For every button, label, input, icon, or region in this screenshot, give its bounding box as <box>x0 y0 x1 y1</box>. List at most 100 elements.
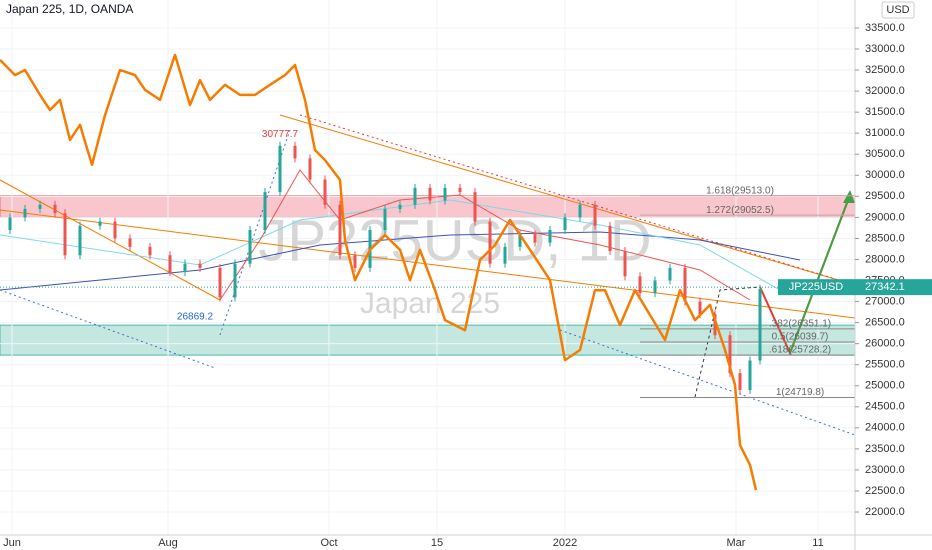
candle-body <box>113 221 117 239</box>
x-tick-label: Jun <box>3 537 21 549</box>
candle-body <box>638 276 642 294</box>
x-tick-label: Oct <box>320 537 337 549</box>
fib-label: 1.618(29513.0) <box>706 185 774 196</box>
candle-body <box>413 187 417 205</box>
channel-line <box>0 179 221 301</box>
candle-body <box>198 263 202 268</box>
candle-body <box>233 263 237 298</box>
x-tick-label: 15 <box>431 537 443 549</box>
y-tick-label: 26500.0 <box>865 317 905 329</box>
candle-body <box>503 246 507 264</box>
y-tick-label: 30500.0 <box>865 148 905 160</box>
price-annotation: 30777.7 <box>262 129 299 140</box>
candle-body <box>38 204 42 209</box>
candle-body <box>63 213 67 256</box>
y-tick-label: 25500.0 <box>865 359 905 371</box>
candle-body <box>248 229 252 264</box>
y-tick-label: 29000.0 <box>865 211 905 223</box>
candle-body <box>548 229 552 243</box>
channel-line <box>0 289 216 369</box>
y-tick-label: 32000.0 <box>865 85 905 97</box>
y-tick-label: 29500.0 <box>865 190 905 202</box>
y-tick-label: 30000.0 <box>865 169 905 181</box>
candle-body <box>8 217 12 230</box>
watermark-subtitle: Japan 225 <box>360 287 500 320</box>
y-tick-label: 27000.0 <box>865 295 905 307</box>
price-axis-bg <box>855 0 932 550</box>
candle-body <box>338 204 342 256</box>
fib-label: 1(24719.8) <box>776 387 824 398</box>
fib-label: 0.5(26039.7) <box>772 332 829 343</box>
y-tick-label: 33500.0 <box>865 22 905 34</box>
candle-body <box>738 373 742 390</box>
currency-box <box>881 1 915 19</box>
candle-body <box>168 255 172 273</box>
overlay-line <box>0 53 758 491</box>
candle-body <box>563 217 567 230</box>
candle-body <box>383 208 387 230</box>
candle-body <box>758 288 762 361</box>
y-tick-label: 22000.0 <box>865 506 905 518</box>
symbol-label: JP225USD <box>789 281 843 293</box>
fib-label: .382(26351.1) <box>769 319 831 330</box>
candle-body <box>748 360 752 390</box>
candle-body <box>398 204 402 209</box>
y-tick-label: 22500.0 <box>865 485 905 497</box>
y-tick-label: 31500.0 <box>865 106 905 118</box>
forecast-up <box>789 194 851 354</box>
candle-body <box>78 225 82 256</box>
candle-body <box>593 204 597 226</box>
zones <box>0 195 856 356</box>
candle-body <box>218 267 222 298</box>
candle-body <box>293 145 297 159</box>
y-tick-label: 32500.0 <box>865 64 905 76</box>
candle-body <box>698 301 702 315</box>
candle-body <box>98 221 102 226</box>
y-tick-label: 28000.0 <box>865 253 905 265</box>
fib-label: .618(25728.2) <box>769 345 831 356</box>
x-tick-label: 2022 <box>553 537 577 549</box>
candle-body <box>578 204 582 218</box>
time-axis-bg <box>0 535 932 550</box>
candle-body <box>728 335 732 374</box>
last-price-label: 27342.1 <box>865 281 905 293</box>
candle-body <box>308 158 312 180</box>
y-tick-label: 26000.0 <box>865 338 905 350</box>
candle-body <box>53 204 57 214</box>
channel-line <box>299 114 856 286</box>
candle-body <box>518 234 522 247</box>
axes: 22000.0 22500.0 23000.0 23500.0 24000.0 24500… <box>3 22 932 549</box>
fib-tool-line <box>694 286 761 398</box>
y-tick-label: 24000.0 <box>865 422 905 434</box>
marks: 1.618(29513.0) 1.272(29052.5) .382(26351.1… <box>0 53 855 491</box>
currency-label: USD <box>886 4 909 16</box>
chart-title: Japan 225, 1D, OANDA <box>6 2 133 16</box>
x-tick-label: 11 <box>812 537 823 549</box>
y-tick-label: 23000.0 <box>865 464 905 476</box>
y-tick-label: 25000.0 <box>865 380 905 392</box>
symbol-tag <box>778 279 855 296</box>
candle-body <box>668 267 672 281</box>
x-tick-label: Mar <box>727 537 746 549</box>
last-price-tag <box>855 279 932 296</box>
candle-body <box>713 314 717 336</box>
candle-body <box>23 208 27 218</box>
candle-body <box>128 238 132 247</box>
y-tick-label: 24500.0 <box>865 401 905 413</box>
y-tick-label: 28500.0 <box>865 232 905 244</box>
channel-line <box>559 329 856 436</box>
candle-body <box>428 187 432 201</box>
candle-body <box>458 187 462 193</box>
x-tick-label: Aug <box>158 537 178 549</box>
candle-body <box>683 267 687 302</box>
candle-body <box>488 221 492 264</box>
fib-label: 1.272(29052.5) <box>706 205 774 216</box>
y-tick-label: 23500.0 <box>865 443 905 455</box>
candle-body <box>183 263 187 273</box>
forecast-arrowhead <box>843 190 855 203</box>
channel-line <box>279 114 856 286</box>
trend-line <box>219 129 291 336</box>
candle-body <box>323 179 327 205</box>
